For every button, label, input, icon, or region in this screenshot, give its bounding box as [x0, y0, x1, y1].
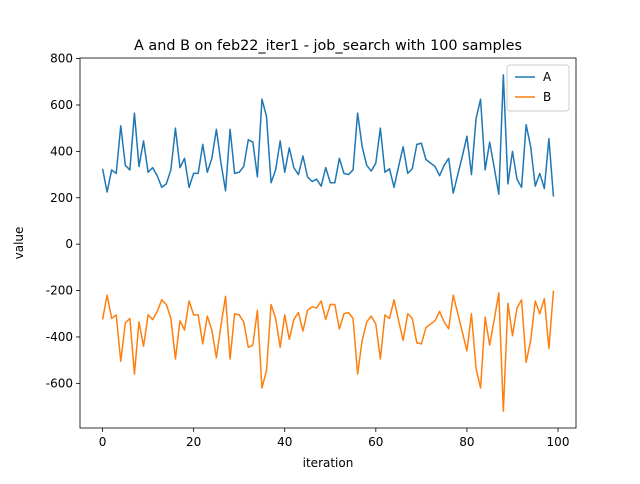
y-tick-label: 400 — [50, 144, 73, 158]
x-tick-label: 0 — [99, 435, 107, 449]
line-series — [101, 290, 555, 412]
y-tick-label: -600 — [46, 376, 73, 390]
x-tick-label: 80 — [459, 435, 474, 449]
legend-box — [506, 64, 570, 112]
legend-label: A — [543, 70, 552, 84]
x-tick-label: 20 — [186, 435, 201, 449]
x-tick-label: 60 — [368, 435, 383, 449]
y-axis-label: value — [12, 227, 26, 260]
line-series — [101, 74, 555, 197]
x-tick-label: 100 — [547, 435, 570, 449]
y-tick-label: -200 — [46, 284, 73, 298]
y-tick-label: 200 — [50, 191, 73, 205]
y-tick-label: 0 — [65, 237, 73, 251]
legend-label: B — [543, 90, 551, 104]
y-tick-label: 600 — [50, 98, 73, 112]
chart-title: A and B on feb22_iter1 - job_search with… — [134, 38, 522, 54]
y-tick-label: 800 — [50, 52, 73, 66]
y-tick-label: -400 — [46, 330, 73, 344]
x-tick-label: 40 — [277, 435, 292, 449]
x-axis-label: iteration — [303, 456, 354, 470]
axes-frame — [79, 57, 577, 429]
